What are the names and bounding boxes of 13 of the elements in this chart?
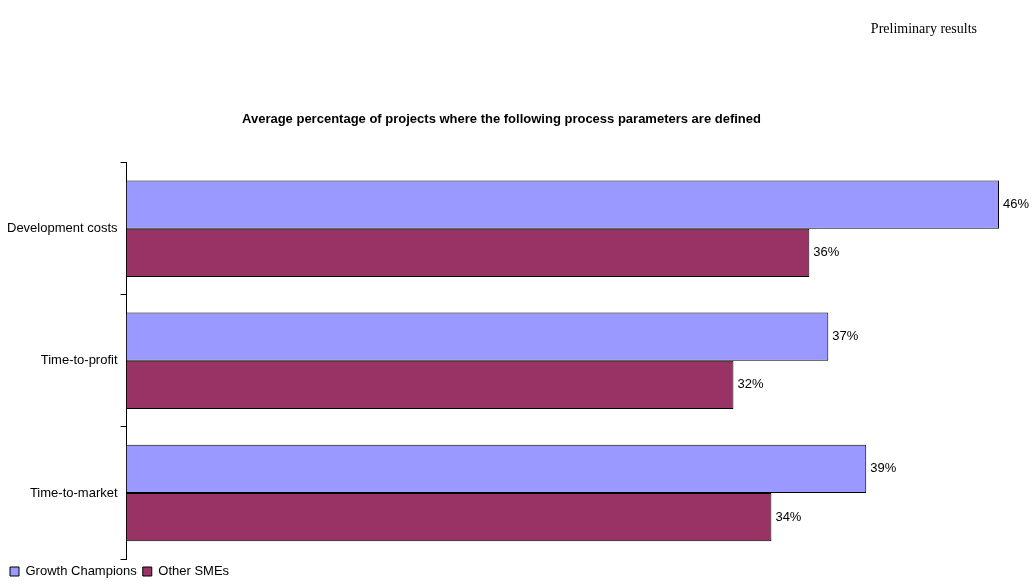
- y-tick-label: Time-to-market: [29, 484, 118, 500]
- data-label: 34%: [775, 508, 802, 524]
- y-tick-label: Time-to-profit: [40, 352, 118, 368]
- data-label: 37%: [832, 328, 859, 344]
- legend-label: Growth Champions: [25, 563, 138, 579]
- text: Preliminary results: [870, 21, 977, 37]
- data-label: 32%: [737, 376, 764, 392]
- data-label: 39%: [870, 460, 897, 476]
- data-label: 46%: [1003, 196, 1030, 212]
- data-label: 36%: [813, 244, 840, 260]
- legend-label: Other SMEs: [158, 563, 230, 579]
- chart-title: Average percentage of projects where the following process parameters are defined: [242, 111, 762, 127]
- y-tick-label: Development costs: [6, 220, 119, 236]
